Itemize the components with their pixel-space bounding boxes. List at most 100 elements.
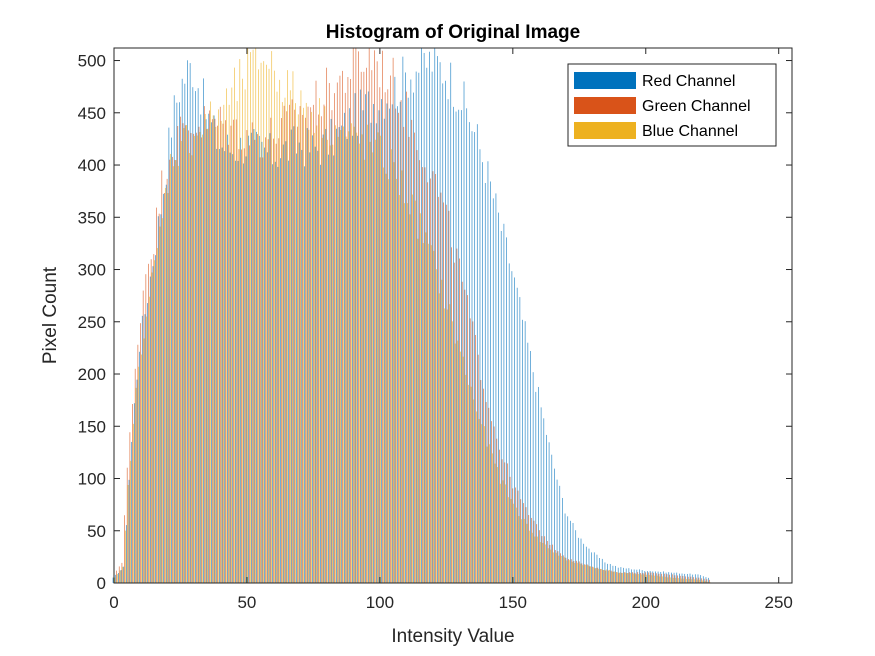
histogram-bar: [188, 130, 189, 583]
histogram-bar: [216, 148, 218, 583]
histogram-bar: [156, 248, 158, 583]
histogram-bar: [608, 569, 610, 583]
x-tick-label: 200: [632, 593, 660, 612]
histogram-bar: [375, 123, 377, 583]
histogram-bar: [327, 139, 328, 583]
histogram-bar: [435, 174, 437, 584]
histogram-bar: [170, 153, 172, 583]
histogram-bar: [557, 551, 559, 583]
histogram-bar: [545, 544, 546, 583]
legend-swatch: [574, 97, 636, 114]
histogram-bar: [664, 576, 666, 583]
histogram-bar: [274, 161, 276, 584]
histogram-bar: [437, 56, 438, 583]
histogram-bar: [582, 565, 584, 583]
histogram-bar: [598, 569, 600, 583]
histogram-bar: [294, 109, 296, 584]
histogram-bar: [515, 487, 516, 583]
histogram-bar: [334, 93, 335, 583]
histogram-bar: [213, 115, 215, 583]
histogram-bar: [316, 125, 318, 583]
histogram-bar: [357, 135, 359, 584]
histogram-bar: [489, 444, 491, 583]
histogram-bar: [303, 107, 304, 583]
histogram-bar: [507, 463, 508, 583]
histogram-bar: [344, 92, 346, 583]
histogram-bar: [248, 135, 250, 583]
histogram-bar: [406, 203, 408, 583]
histogram-bar: [563, 557, 565, 583]
histogram-bar: [401, 170, 403, 584]
histogram-bar: [237, 160, 239, 584]
histogram-bar: [430, 245, 432, 583]
histogram-bar: [631, 569, 632, 583]
histogram-bar: [313, 132, 315, 583]
histogram-bar: [596, 554, 598, 583]
histogram-bar: [421, 48, 422, 583]
histogram-bar: [449, 304, 451, 583]
histogram-bar: [531, 532, 533, 583]
histogram-bar: [703, 578, 705, 583]
histogram-bar: [197, 88, 199, 583]
histogram-bar: [364, 159, 366, 584]
histogram-bar: [190, 132, 192, 583]
histogram-bar: [501, 459, 503, 583]
histogram-bar: [418, 72, 420, 583]
histogram-bar: [405, 72, 406, 584]
histogram-bar: [133, 403, 135, 583]
histogram-bar: [328, 154, 329, 583]
histogram-bar: [433, 250, 435, 583]
histogram-bar: [648, 574, 650, 583]
histogram-bar: [263, 61, 265, 584]
histogram-bar: [122, 566, 124, 583]
histogram-bar: [516, 287, 518, 583]
histogram-bar: [605, 570, 607, 583]
histogram-bar: [206, 129, 208, 583]
histogram-bar: [620, 567, 622, 583]
histogram-bar: [253, 129, 255, 584]
histogram-bar: [640, 574, 642, 583]
histogram-bar: [326, 67, 328, 583]
histogram-bars: [112, 48, 711, 584]
histogram-bar: [644, 571, 646, 583]
histogram-bar: [561, 555, 562, 583]
histogram-bar: [479, 149, 481, 583]
histogram-bar: [116, 570, 117, 583]
histogram-bar: [387, 89, 389, 584]
histogram-bar: [581, 563, 583, 583]
histogram-bar: [232, 154, 234, 583]
histogram-bar: [367, 91, 369, 583]
histogram-bar: [367, 124, 368, 583]
histogram-bar: [530, 517, 532, 583]
histogram-bar: [134, 368, 136, 583]
histogram-bar: [358, 51, 359, 583]
histogram-bar: [166, 178, 168, 583]
histogram-bar: [523, 503, 524, 583]
histogram-bar: [609, 563, 611, 583]
legend[interactable]: Red Channel Green Channel Blue Channel: [567, 63, 777, 147]
histogram-bar: [374, 50, 375, 584]
histogram-bar: [239, 59, 241, 584]
histogram-bar: [511, 271, 513, 583]
histogram-bar: [464, 289, 466, 583]
histogram-bar: [655, 573, 657, 583]
histogram-bar: [343, 126, 344, 584]
histogram-bar: [284, 97, 286, 583]
histogram-bar: [525, 507, 527, 583]
histogram-bar: [228, 104, 230, 584]
histogram-bar: [153, 254, 155, 584]
x-tick-label: 250: [765, 593, 793, 612]
histogram-bar: [279, 79, 281, 584]
histogram-bar: [375, 139, 376, 583]
histogram-bar: [626, 573, 628, 583]
histogram-bar: [456, 248, 458, 583]
histogram-bar: [230, 125, 232, 583]
histogram-bar: [438, 293, 440, 583]
histogram-bar: [371, 70, 373, 583]
histogram-bar: [572, 523, 574, 583]
histogram-bar: [567, 516, 569, 583]
histogram-bar: [647, 571, 648, 583]
histogram-bar: [539, 542, 541, 583]
histogram-bar: [683, 578, 685, 583]
histogram-bar: [350, 78, 351, 583]
